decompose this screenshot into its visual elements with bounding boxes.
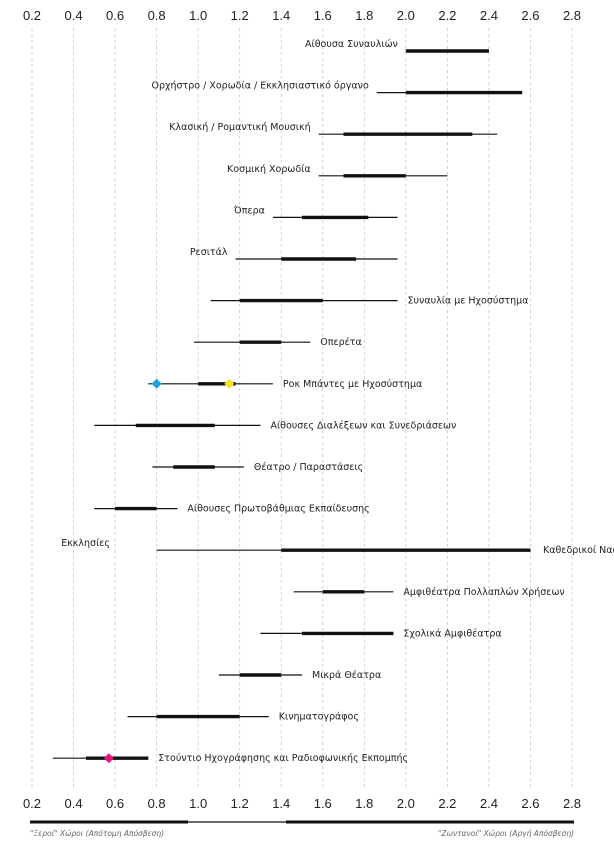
row-label: Αίθουσες Πρωτοβάθμιας Εκπαίδευσης xyxy=(187,504,369,515)
footer-left-label: "Ξεροί" Χώροι (Απότομη Απόσβεση) xyxy=(30,829,164,838)
x-tick-label-top: 0.2 xyxy=(23,8,41,23)
row-label: Οπερέτα xyxy=(320,337,361,348)
axis-ticks: 0.2 0.2 0.4 0.4 0.6 0.6 0.8 0.8 1.0 1.0 1.2 1.2 1.4 1… xyxy=(23,8,581,811)
range-marker xyxy=(151,378,162,389)
range-row: Αμφιθέατρα Πολλαπλών Χρήσεων xyxy=(293,587,565,598)
x-tick-label-bottom: 1.4 xyxy=(272,796,290,811)
row-label: Αμφιθέατρα Πολλαπλών Χρήσεων xyxy=(403,587,564,598)
row-label: Συναυλία με Ηχοσύστημα xyxy=(408,296,529,307)
x-tick-label-top: 1.4 xyxy=(272,8,290,23)
row-label: Εκκλησίες xyxy=(61,538,110,549)
x-tick-label-bottom: 0.2 xyxy=(23,796,41,811)
range-marker xyxy=(224,378,235,389)
range-rows: Αίθουσα Συναυλιών Ορχήστρο / Χορωδία / Εκ… xyxy=(52,39,614,764)
x-tick-label-top: 2.6 xyxy=(521,8,539,23)
x-tick-label-top: 0.8 xyxy=(148,8,166,23)
x-tick-label-bottom: 2.8 xyxy=(563,796,581,811)
row-label: Κλασική / Ρομαντική Μουσική xyxy=(169,122,310,133)
range-row: Αίθουσα Συναυλιών xyxy=(305,39,489,53)
row-label: Κοσμική Χορωδία xyxy=(227,164,311,175)
x-tick-label-bottom: 2.4 xyxy=(480,796,498,811)
range-row: Αίθουσες Πρωτοβάθμιας Εκπαίδευσης xyxy=(94,504,370,515)
row-label: Ροκ Μπάντες με Ηχοσύστημα xyxy=(283,379,422,390)
grid-lines xyxy=(31,28,573,790)
x-tick-label-top: 1.0 xyxy=(189,8,207,23)
x-tick-label-top: 2.0 xyxy=(397,8,415,23)
x-tick-label-top: 0.4 xyxy=(64,8,82,23)
x-tick-label-bottom: 1.0 xyxy=(189,796,207,811)
row-label-right: Καθεδρικοί Ναοί xyxy=(543,545,614,556)
range-row: Ορχήστρο / Χορωδία / Εκκλησιαστικό όργαν… xyxy=(152,81,523,95)
x-tick-label-bottom: 0.8 xyxy=(148,796,166,811)
range-row: Θέατρο / Παραστάσεις xyxy=(152,462,363,473)
x-tick-label-top: 1.8 xyxy=(355,8,373,23)
x-tick-label-top: 2.8 xyxy=(563,8,581,23)
range-row: Εκκλησίες Καθεδρικοί Ναοί xyxy=(61,538,614,556)
row-label: Θέατρο / Παραστάσεις xyxy=(254,462,363,473)
range-marker xyxy=(103,753,114,764)
x-tick-label-top: 2.2 xyxy=(438,8,456,23)
x-tick-label-bottom: 1.2 xyxy=(231,796,249,811)
x-tick-label-bottom: 1.6 xyxy=(314,796,332,811)
range-row: Κλασική / Ρομαντική Μουσική xyxy=(169,122,498,136)
row-label: Όπερα xyxy=(233,205,265,216)
x-tick-label-bottom: 1.8 xyxy=(355,796,373,811)
x-tick-label-top: 0.6 xyxy=(106,8,124,23)
range-row: Στούντιο Ηχογράφησης και Ραδιοφωνικής Εκ… xyxy=(52,753,408,764)
row-label: Ορχήστρο / Χορωδία / Εκκλησιαστικό όργαν… xyxy=(152,81,369,92)
range-row: Μικρά Θέατρα xyxy=(218,670,381,681)
row-label: Αίθουσα Συναυλιών xyxy=(305,39,398,50)
row-label: Στούντιο Ηχογράφησης και Ραδιοφωνικής Εκ… xyxy=(158,753,408,764)
x-tick-label-top: 1.6 xyxy=(314,8,332,23)
x-tick-label-bottom: 0.6 xyxy=(106,796,124,811)
row-label: Ρεσιτάλ xyxy=(190,247,228,258)
range-row: Όπερα xyxy=(233,205,398,220)
row-label: Μικρά Θέατρα xyxy=(312,670,381,681)
row-label: Σχολικά Αμφιθέατρα xyxy=(403,628,501,639)
range-row: Κοσμική Χορωδία xyxy=(227,164,448,178)
x-tick-label-bottom: 2.6 xyxy=(521,796,539,811)
range-row: Ρεσιτάλ xyxy=(190,247,398,261)
x-tick-label-top: 2.4 xyxy=(480,8,498,23)
range-row: Οπερέτα xyxy=(194,337,362,348)
range-row: Ροκ Μπάντες με Ηχοσύστημα xyxy=(148,378,422,390)
range-row: Αίθουσες Διαλέξεων και Συνεδριάσεων xyxy=(94,420,456,431)
x-tick-label-bottom: 0.4 xyxy=(64,796,82,811)
x-tick-label-bottom: 2.0 xyxy=(397,796,415,811)
x-tick-label-bottom: 2.2 xyxy=(438,796,456,811)
footer: "Ξεροί" Χώροι (Απότομη Απόσβεση) "Ζωνταν… xyxy=(30,820,574,838)
footer-right-label: "Ζωντανοί" Χώροι (Αργή Απόσβεση) xyxy=(438,829,574,838)
row-label: Κινηματογράφος xyxy=(279,712,359,723)
range-row: Σχολικά Αμφιθέατρα xyxy=(260,628,502,639)
range-row: Κινηματογράφος xyxy=(127,712,359,723)
x-tick-label-top: 1.2 xyxy=(231,8,249,23)
row-label: Αίθουσες Διαλέξεων και Συνεδριάσεων xyxy=(270,420,456,431)
range-row: Συναυλία με Ηχοσύστημα xyxy=(210,296,529,307)
